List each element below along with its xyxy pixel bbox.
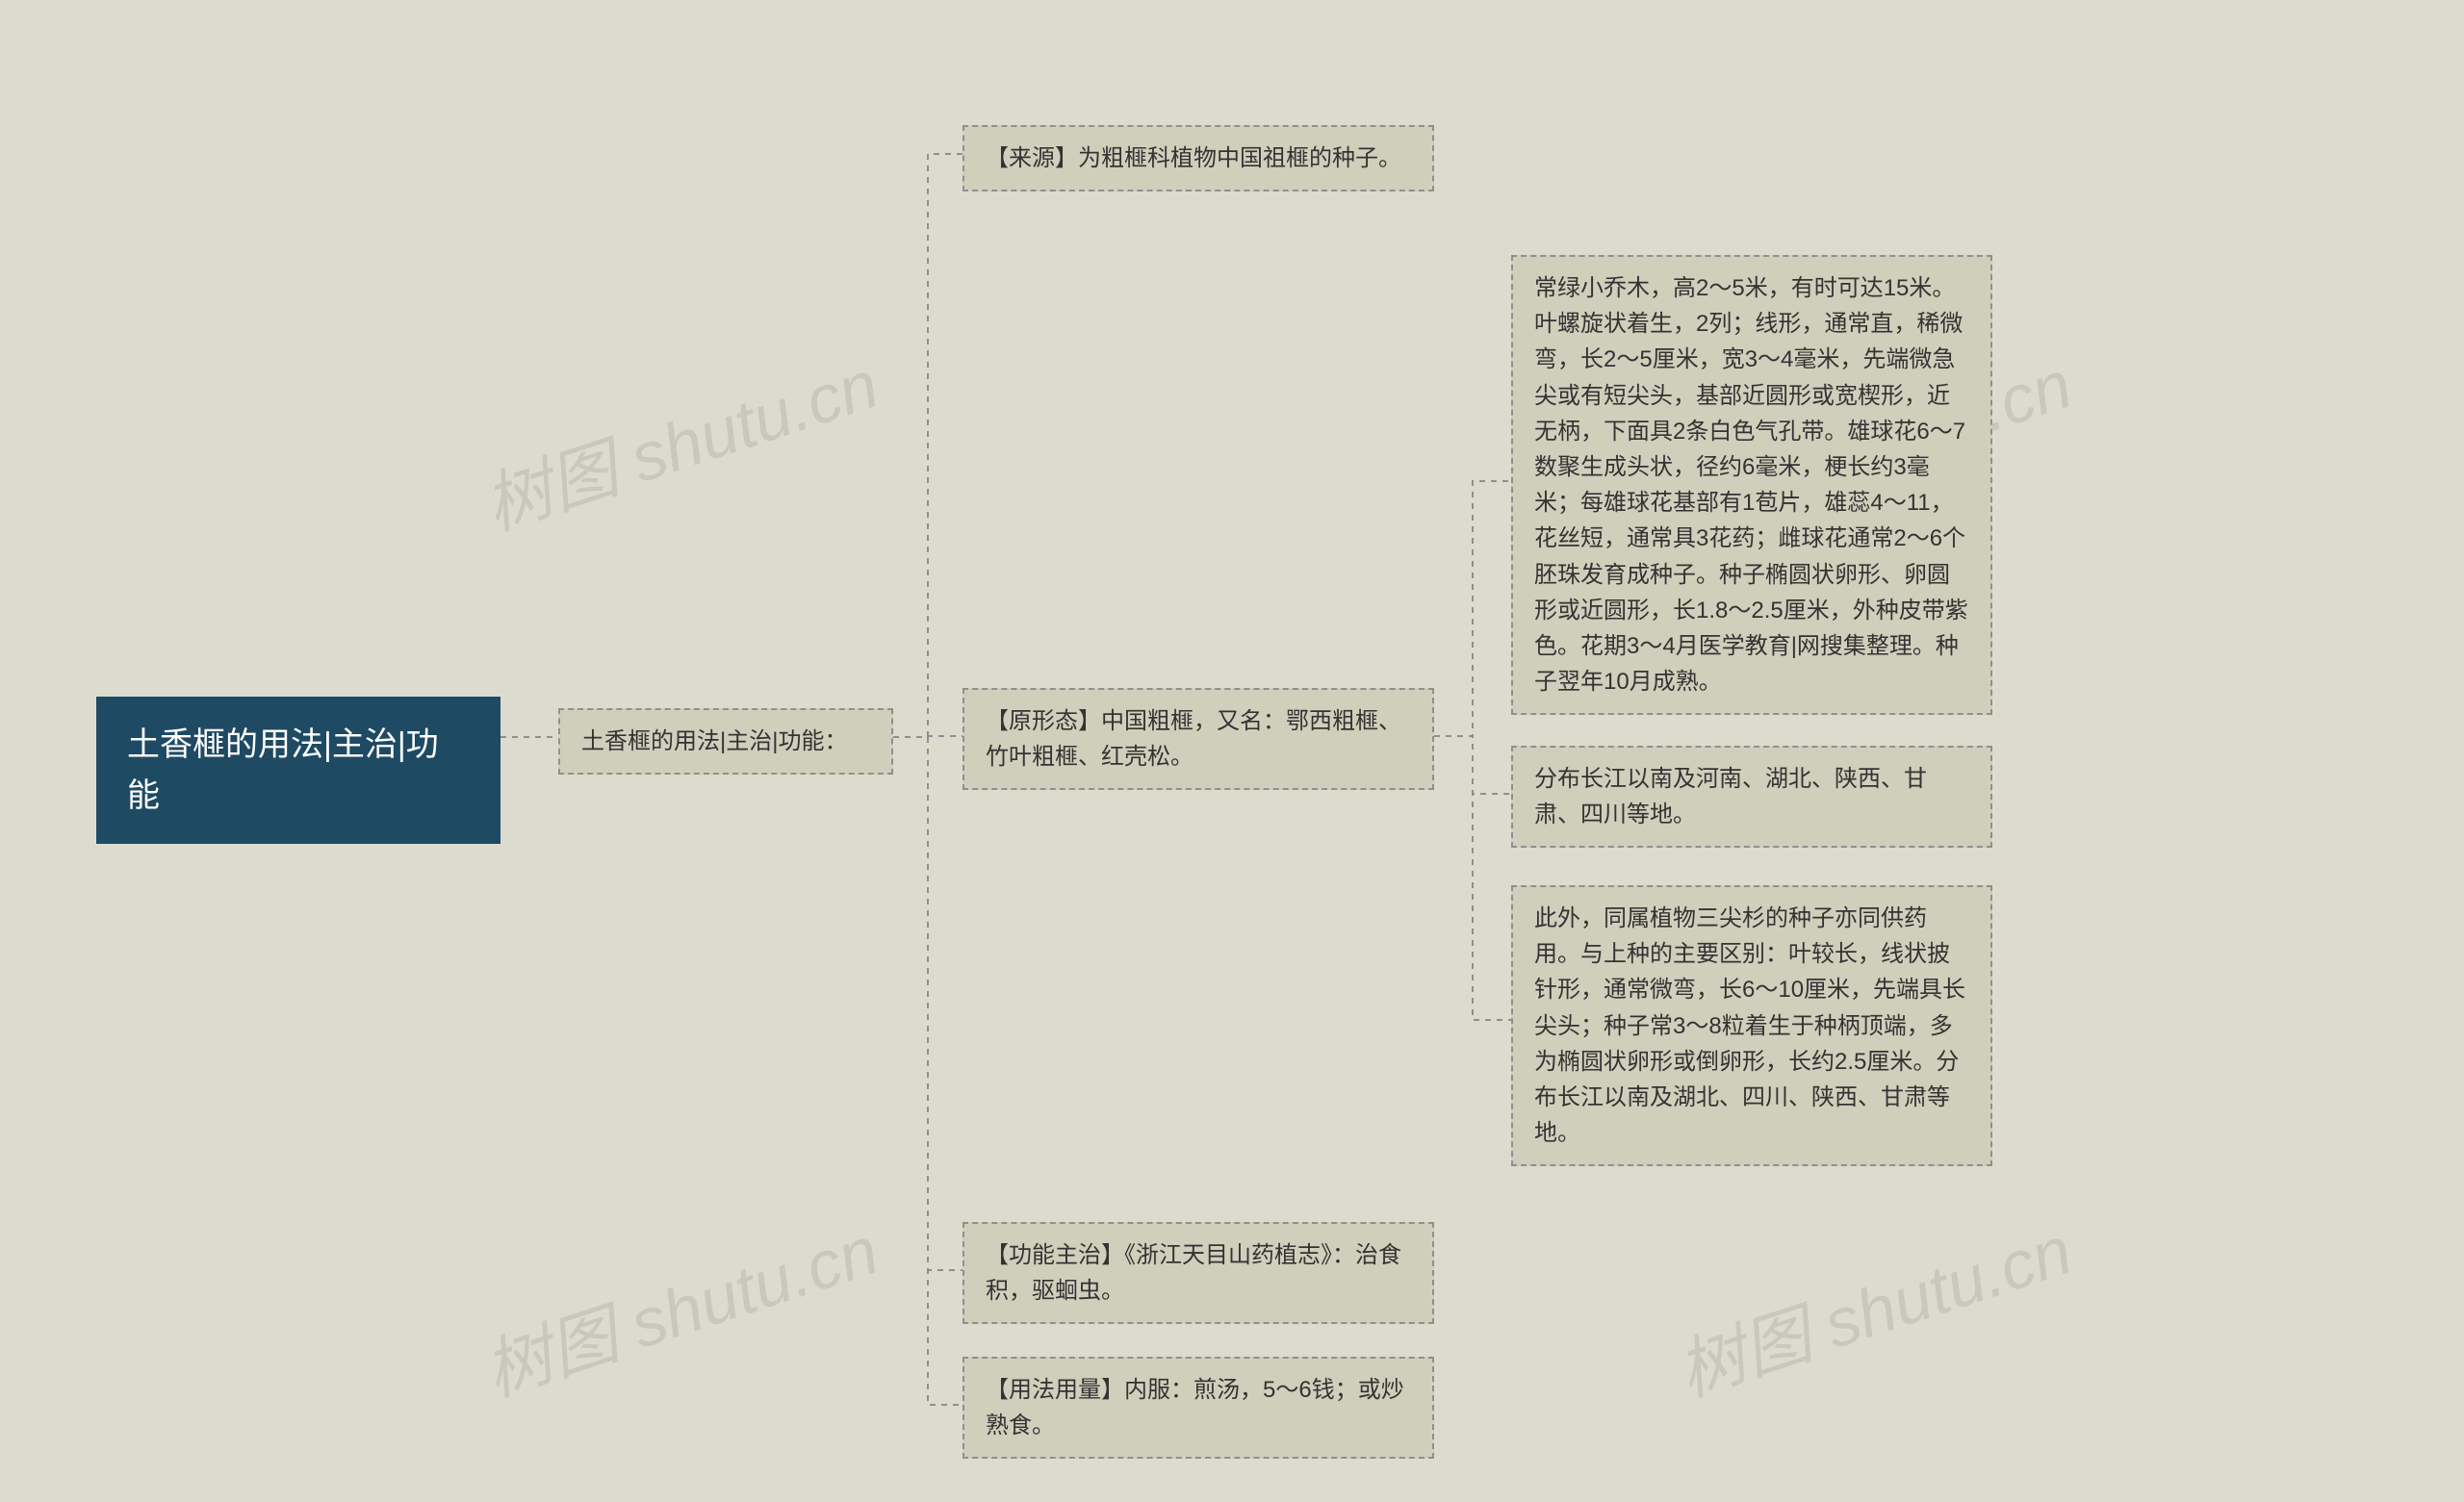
usage-node: 【用法用量】内服：煎汤，5～6钱；或炒熟食。 bbox=[962, 1357, 1434, 1459]
source-node: 【来源】为粗榧科植物中国祖榧的种子。 bbox=[962, 125, 1434, 191]
root-node: 土香榧的用法|主治|功能 bbox=[96, 697, 500, 844]
morphology-node: 【原形态】中国粗榧，又名：鄂西粗榧、竹叶粗榧、红壳松。 bbox=[962, 688, 1434, 790]
morph-detail2-node: 分布长江以南及河南、湖北、陕西、甘肃、四川等地。 bbox=[1511, 746, 1992, 848]
morph-detail1-node: 常绿小乔木，高2～5米，有时可达15米。叶螺旋状着生，2列；线形，通常直，稀微弯… bbox=[1511, 255, 1992, 715]
function-node: 【功能主治】《浙江天目山药植志》：治食积，驱蛔虫。 bbox=[962, 1222, 1434, 1324]
morph-detail3-node: 此外，同属植物三尖杉的种子亦同供药用。与上种的主要区别：叶较长，线状披针形，通常… bbox=[1511, 885, 1992, 1166]
level1-node: 土香榧的用法|主治|功能： bbox=[558, 708, 893, 775]
